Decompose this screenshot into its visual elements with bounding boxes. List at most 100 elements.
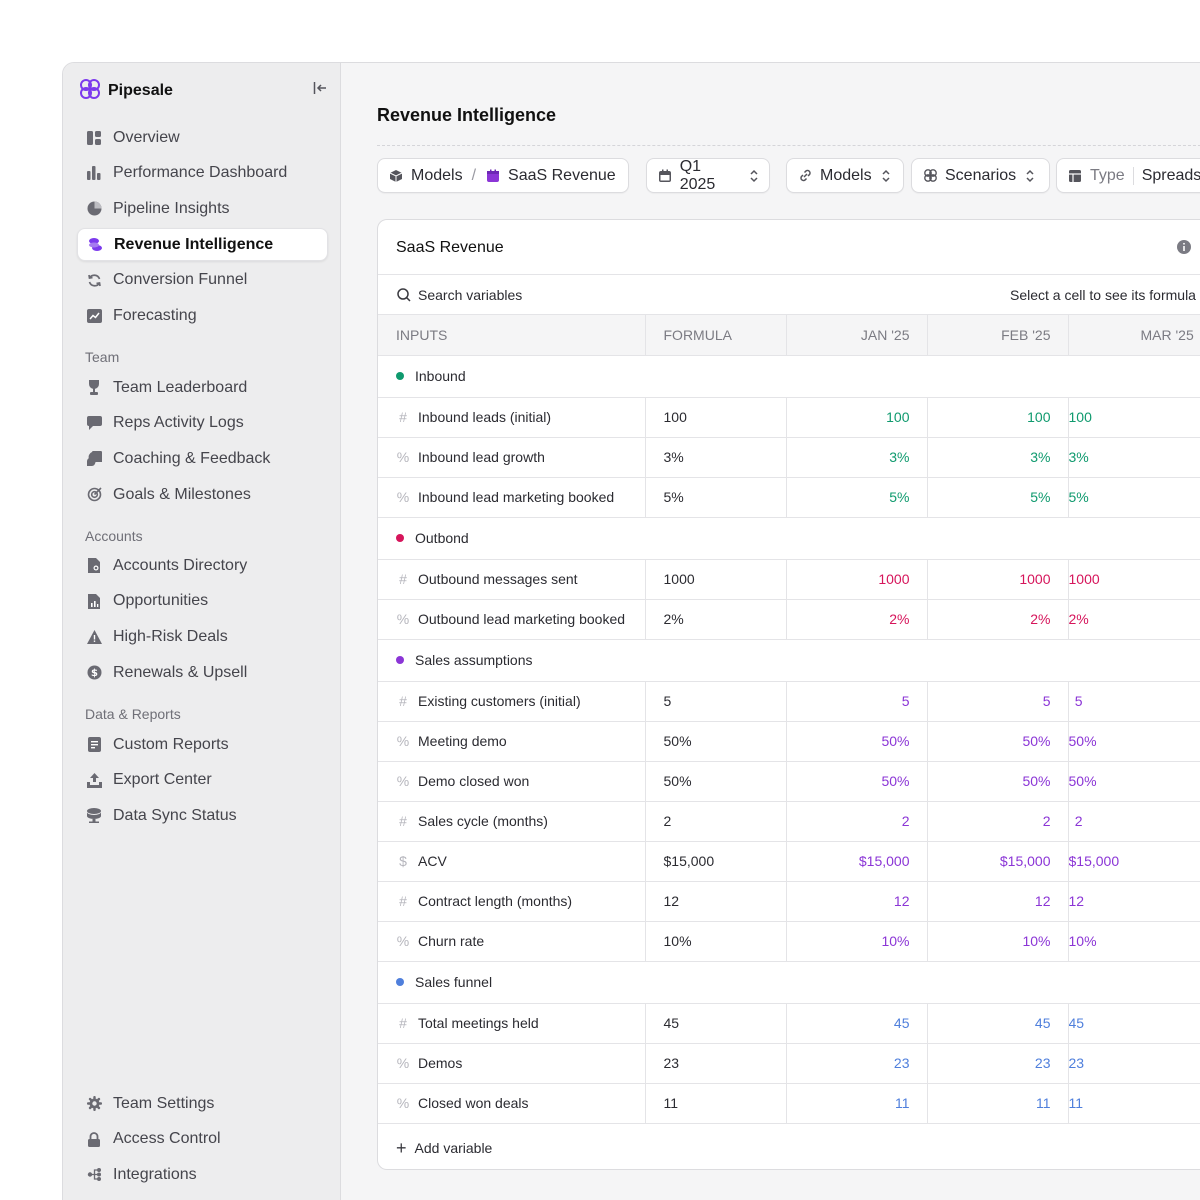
value-cell[interactable]: 10% [786,921,928,962]
value-cell[interactable]: $15,000 [786,841,928,882]
breadcrumb-current[interactable]: SaaS Revenue [508,166,616,184]
value-cell[interactable]: 100 [927,397,1069,438]
breadcrumb[interactable]: Models / SaaS Revenue [377,158,629,193]
sidebar-item-accounts-directory[interactable]: Accounts Directory [77,549,328,582]
sidebar-item-team-leaderboard[interactable]: Team Leaderboard [77,371,328,404]
value-cell[interactable]: 2% [927,599,1069,640]
value-cell[interactable]: 23 [1068,1043,1200,1084]
models-select[interactable]: Models [786,158,904,193]
sidebar-item-revenue-intelligence[interactable]: Revenue Intelligence [77,228,328,262]
variable-name-cell[interactable]: % Inbound lead growth [378,437,646,478]
brand[interactable]: Pipesale [79,78,173,103]
value-cell[interactable]: 5 [927,681,1069,722]
sidebar-item-forecasting[interactable]: Forecasting [77,300,328,333]
table-row[interactable]: # Existing customers (initial) 5 5 5 5 [378,681,1200,722]
value-cell[interactable]: 12 [1068,881,1200,922]
sidebar-item-pipeline-insights[interactable]: Pipeline Insights [77,192,328,225]
formula-cell[interactable]: 5 [645,681,787,722]
sidebar-item-goals-and-milestones[interactable]: Goals & Milestones [77,478,328,511]
table-row[interactable]: # Inbound leads (initial) 100 100 100 100 [378,397,1200,438]
variable-name-cell[interactable]: % Outbound lead marketing booked [378,599,646,640]
variable-name-cell[interactable]: % Meeting demo [378,721,646,762]
value-cell[interactable]: $15,000 [927,841,1069,882]
group-row-sales-funnel[interactable]: Sales funnel [378,961,1200,1004]
value-cell[interactable]: 45 [1068,1003,1200,1044]
sidebar-item-conversion-funnel[interactable]: Conversion Funnel [77,264,328,297]
table-row[interactable]: % Demo closed won 50% 50% 50% 50% [378,761,1200,802]
value-cell[interactable]: 1000 [786,559,928,600]
table-row[interactable]: % Inbound lead marketing booked 5% 5% 5% 5% [378,477,1200,518]
sidebar-item-overview[interactable]: Overview [77,121,328,154]
variable-name-cell[interactable]: # Existing customers (initial) [378,681,646,722]
sidebar-item-data-sync-status[interactable]: Data Sync Status [77,799,328,832]
value-cell[interactable]: 5 [786,681,928,722]
type-select[interactable]: Type Spreadsheet [1056,158,1200,193]
value-cell[interactable]: 3% [927,437,1069,478]
group-row-sales-assumptions[interactable]: Sales assumptions [378,639,1200,682]
sidebar-item-reps-activity-logs[interactable]: Reps Activity Logs [77,407,328,440]
value-cell[interactable]: 100 [786,397,928,438]
value-cell[interactable]: 5% [927,477,1069,518]
value-cell[interactable]: 50% [1068,761,1200,802]
sidebar-item-export-center[interactable]: Export Center [77,764,328,797]
formula-cell[interactable]: 50% [645,761,787,802]
formula-cell[interactable]: 2 [645,801,787,842]
variable-name-cell[interactable]: # Contract length (months) [378,881,646,922]
group-row-inbound[interactable]: Inbound [378,355,1200,398]
sidebar-item-integrations[interactable]: Integrations [77,1158,328,1191]
formula-cell[interactable]: 3% [645,437,787,478]
formula-cell[interactable]: 2% [645,599,787,640]
variable-name-cell[interactable]: # Inbound leads (initial) [378,397,646,438]
value-cell[interactable]: 100 [1068,397,1200,438]
value-cell[interactable]: 12 [927,881,1069,922]
sidebar-item-renewals-and-upsell[interactable]: $ Renewals & Upsell [77,656,328,689]
variable-search[interactable]: Search variables Select a cell to see it… [378,275,1200,315]
value-cell[interactable]: 5 [1068,681,1200,722]
value-cell[interactable]: 45 [786,1003,928,1044]
variable-name-cell[interactable]: # Outbound messages sent [378,559,646,600]
formula-cell[interactable]: 1000 [645,559,787,600]
value-cell[interactable]: 50% [786,761,928,802]
scenarios-select[interactable]: Scenarios [911,158,1050,193]
formula-cell[interactable]: $15,000 [645,841,787,882]
value-cell[interactable]: 3% [786,437,928,478]
value-cell[interactable]: 11 [1068,1083,1200,1124]
table-row[interactable]: # Contract length (months) 12 12 12 12 [378,881,1200,922]
sidebar-item-opportunities[interactable]: Opportunities [77,585,328,618]
table-row[interactable]: % Closed won deals 11 11 11 11 [378,1083,1200,1124]
collapse-sidebar-button[interactable] [309,79,331,101]
value-cell[interactable]: 1000 [927,559,1069,600]
period-select[interactable]: Q1 2025 [646,158,770,193]
value-cell[interactable]: 2% [786,599,928,640]
value-cell[interactable]: 50% [927,721,1069,762]
table-row[interactable]: # Outbound messages sent 1000 1000 1000 1000 [378,559,1200,600]
table-row[interactable]: % Meeting demo 50% 50% 50% 50% [378,721,1200,762]
value-cell[interactable]: 10% [927,921,1069,962]
formula-cell[interactable]: 23 [645,1043,787,1084]
sidebar-item-coaching-and-feedback[interactable]: Coaching & Feedback [77,442,328,475]
variable-name-cell[interactable]: % Demos [378,1043,646,1084]
variable-name-cell[interactable]: $ ACV [378,841,646,882]
sidebar-item-high-risk-deals[interactable]: High-Risk Deals [77,620,328,653]
variable-name-cell[interactable]: # Sales cycle (months) [378,801,646,842]
variable-name-cell[interactable]: % Demo closed won [378,761,646,802]
table-row[interactable]: # Sales cycle (months) 2 2 2 2 [378,801,1200,842]
formula-cell[interactable]: 45 [645,1003,787,1044]
formula-cell[interactable]: 5% [645,477,787,518]
breadcrumb-root[interactable]: Models [411,166,463,184]
table-row[interactable]: % Outbound lead marketing booked 2% 2% 2% 2% [378,599,1200,640]
table-row[interactable]: % Inbound lead growth 3% 3% 3% 3% [378,437,1200,478]
formula-cell[interactable]: 11 [645,1083,787,1124]
value-cell[interactable]: 3% [1068,437,1200,478]
search-input[interactable]: Search variables [418,287,523,303]
formula-cell[interactable]: 50% [645,721,787,762]
value-cell[interactable]: 12 [786,881,928,922]
sidebar-item-performance-dashboard[interactable]: Performance Dashboard [77,157,328,190]
value-cell[interactable]: 23 [927,1043,1069,1084]
variable-name-cell[interactable]: % Churn rate [378,921,646,962]
value-cell[interactable]: $15,000 [1068,841,1200,882]
formula-cell[interactable]: 12 [645,881,787,922]
value-cell[interactable]: 11 [786,1083,928,1124]
info-icon[interactable] [1176,239,1192,260]
table-row[interactable]: % Demos 23 23 23 23 [378,1043,1200,1084]
